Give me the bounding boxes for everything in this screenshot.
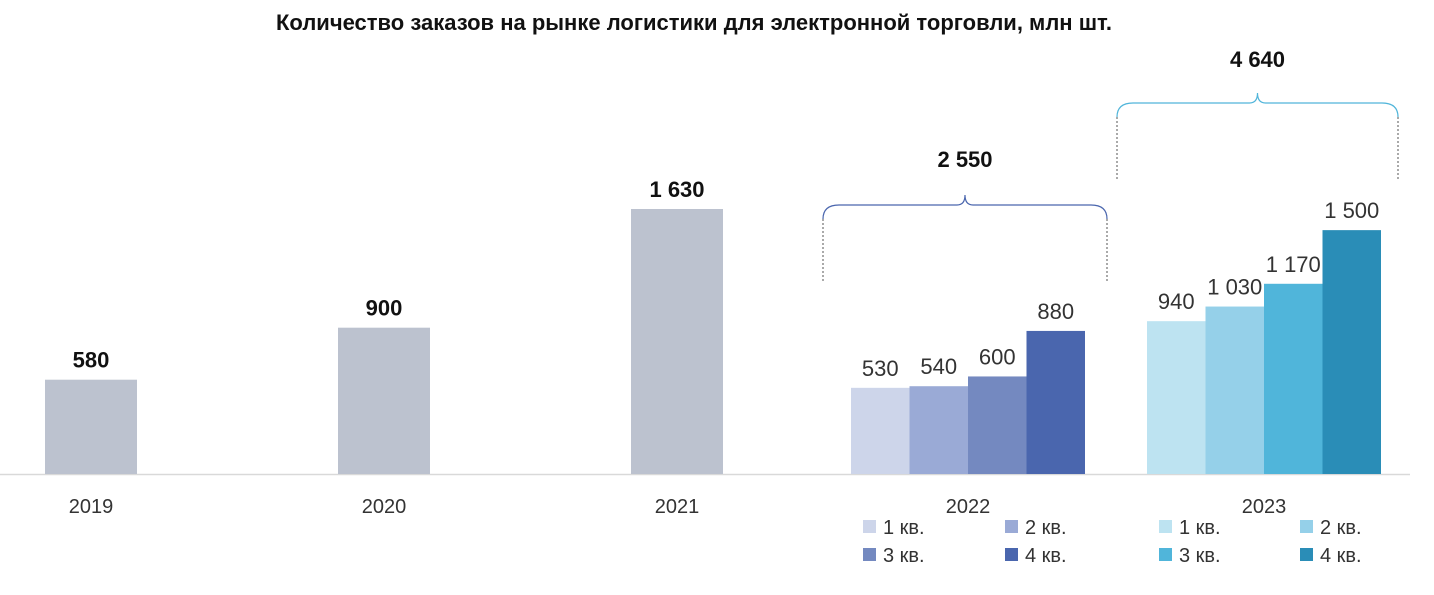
bar-label-2022-q4: 880: [1037, 299, 1074, 324]
legend-swatch-2023-q1: [1159, 520, 1172, 533]
bar-2022-q4: [1026, 330, 1085, 474]
bar-label-2020: 900: [366, 296, 403, 321]
bar-label-2023-q2: 1 030: [1207, 275, 1262, 300]
brace-2022: [822, 194, 1108, 220]
category-label-2019: 2019: [69, 496, 114, 518]
bar-2023-q4: [1322, 230, 1381, 474]
legend-swatch-2022-q1: [863, 520, 876, 533]
bar-label-2023-q4: 1 500: [1324, 198, 1379, 223]
legend-label-2022-q4: 4 кв.: [1025, 545, 1067, 567]
bar-label-2022-q3: 600: [979, 344, 1016, 369]
chart-title: Количество заказов на рынке логистики дл…: [276, 10, 1112, 35]
bar-2021: [631, 209, 723, 474]
legend-label-2023-q4: 4 кв.: [1320, 545, 1362, 567]
bar-label-2023-q3: 1 170: [1266, 252, 1321, 277]
legend-label-2023-q3: 3 кв.: [1179, 545, 1221, 567]
brace-2023: [1116, 92, 1399, 118]
bar-label-2023-q1: 940: [1158, 289, 1195, 314]
bar-2023-q2: [1205, 306, 1264, 474]
total-label-2023: 4 640: [1230, 47, 1285, 72]
bars-group: [0, 209, 1410, 476]
legend-group: 1 кв. 2 кв. 3 кв. 4 кв. 1 кв. 2 кв. 3 кв. 4 кв.: [863, 517, 1362, 567]
category-label-2022: 2022: [946, 496, 991, 518]
bar-2022-q3: [968, 376, 1027, 474]
bar-2019: [45, 379, 137, 474]
category-label-2020: 2020: [362, 496, 407, 518]
legend-swatch-2022-q4: [1005, 548, 1018, 561]
legend-label-2022-q1: 1 кв.: [883, 517, 925, 539]
legend-swatch-2023-q2: [1300, 520, 1313, 533]
legend-label-2023-q2: 2 кв.: [1320, 517, 1362, 539]
bar-2022-q2: [909, 386, 968, 474]
bar-label-2019: 580: [73, 348, 110, 373]
bar-2020: [338, 327, 430, 474]
bar-label-2022-q1: 530: [862, 356, 899, 381]
braces-group: 2 550 4 640: [822, 47, 1399, 282]
legend-swatch-2023-q4: [1300, 548, 1313, 561]
labels-group: 580 2019 900 2020 1 630 2021 530 540 600 880 2022 9…: [69, 177, 1380, 518]
legend-swatch-2022-q2: [1005, 520, 1018, 533]
bar-label-2022-q2: 540: [920, 354, 957, 379]
legend-label-2022-q3: 3 кв.: [883, 545, 925, 567]
legend-swatch-2023-q3: [1159, 548, 1172, 561]
category-label-2021: 2021: [655, 496, 700, 518]
category-label-2023: 2023: [1242, 496, 1287, 518]
legend-swatch-2022-q3: [863, 548, 876, 561]
bar-label-2021: 1 630: [649, 177, 704, 202]
legend-label-2022-q2: 2 кв.: [1025, 517, 1067, 539]
bar-2022-q1: [851, 387, 910, 474]
total-label-2022: 2 550: [937, 147, 992, 172]
bar-2023-q3: [1264, 283, 1323, 474]
legend-label-2023-q1: 1 кв.: [1179, 517, 1221, 539]
bar-2023-q1: [1147, 321, 1206, 474]
